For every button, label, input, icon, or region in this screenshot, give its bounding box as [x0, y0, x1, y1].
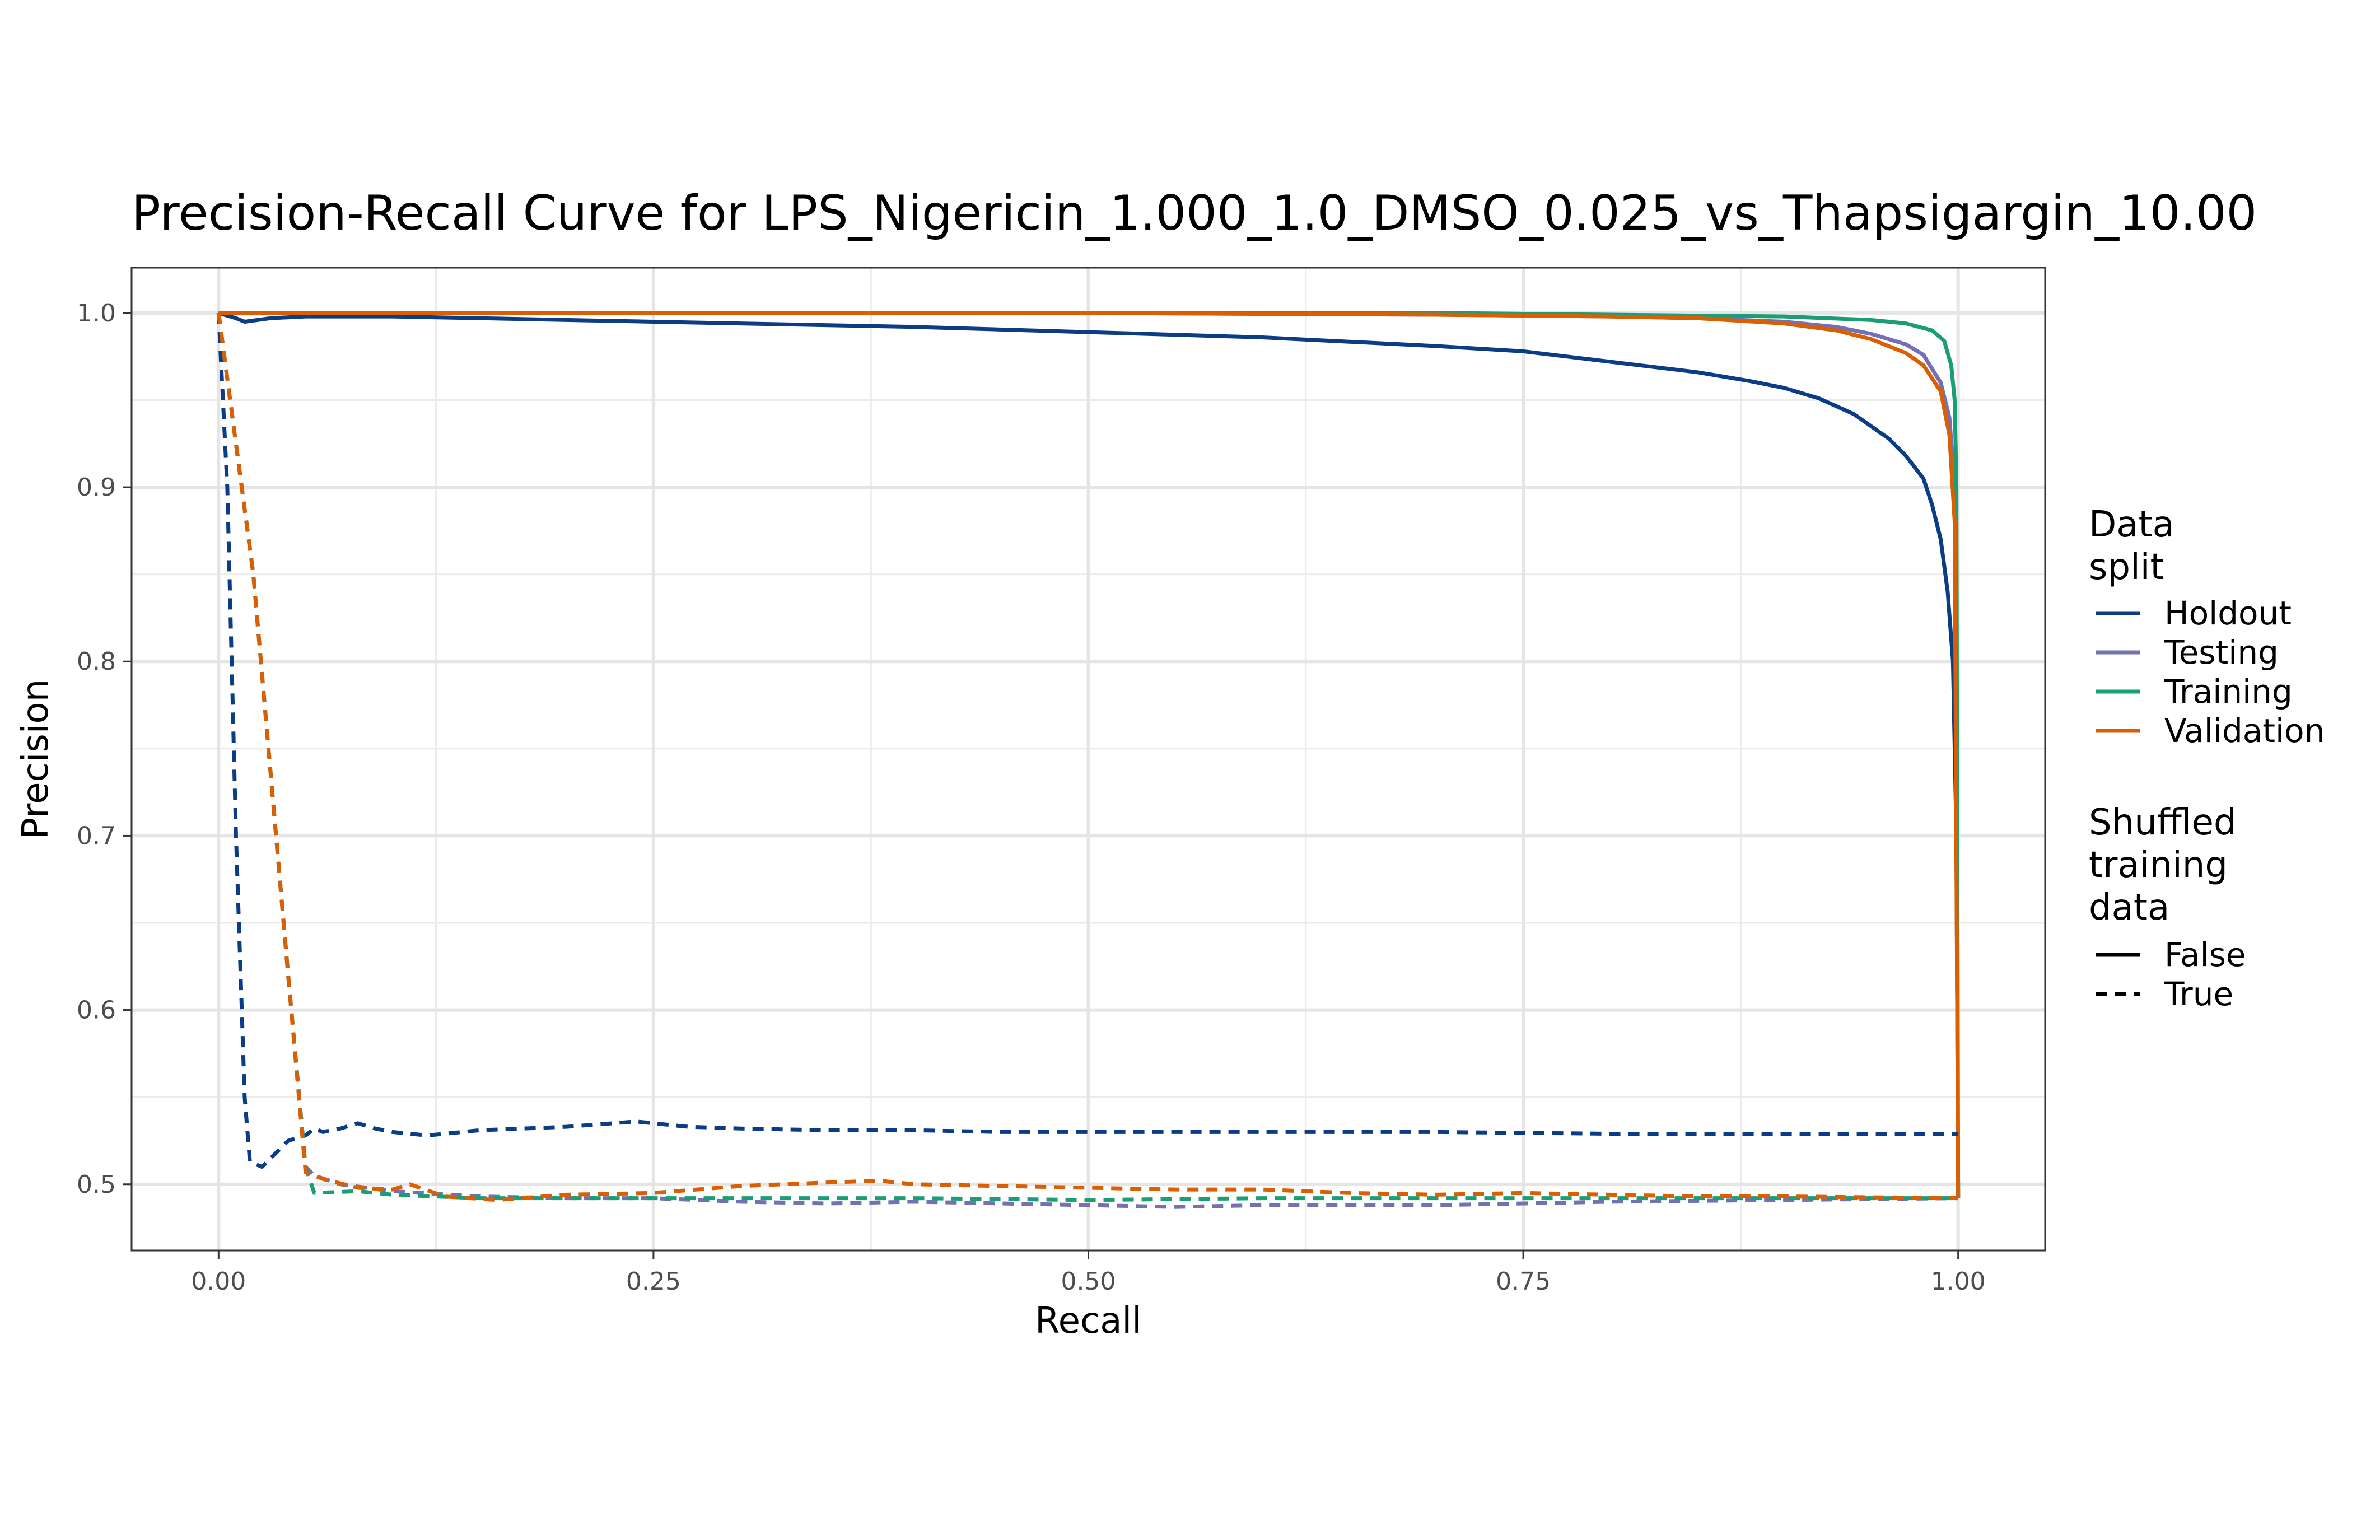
legend-label-holdout: Holdout — [2164, 594, 2292, 632]
x-tick-label: 0.75 — [1496, 1267, 1551, 1296]
y-tick-label: 1.0 — [77, 299, 116, 328]
series-line-holdout-shuffled — [216, 312, 1958, 1169]
y-axis-label: Precision — [15, 679, 57, 839]
legend-linetype-title: Shuffled — [2089, 802, 2237, 843]
y-tick-label: 0.6 — [77, 996, 116, 1025]
y-tick-label: 0.8 — [77, 647, 116, 676]
x-axis-label: Recall — [1035, 1300, 1142, 1342]
y-tick-label: 0.5 — [77, 1170, 116, 1199]
x-tick-label: 0.25 — [626, 1267, 681, 1296]
plot-panel: 0.00 0.25 0.50 0.75 1.00 0.5 0.6 0.7 0.8 0.9 1.0 — [77, 267, 2046, 1296]
x-tick-label: 1.00 — [1931, 1267, 1986, 1296]
legend-linetype-title: training — [2089, 844, 2228, 886]
series-line-validation-shuffled — [216, 312, 1958, 1202]
legend-label-false: False — [2164, 936, 2246, 974]
y-tick-label: 0.9 — [77, 473, 116, 502]
legend-label-validation: Validation — [2164, 712, 2325, 750]
series-line-training-shuffled — [216, 312, 1958, 1202]
legend: DatasplitHoldoutTestingTrainingValidatio… — [2089, 504, 2325, 1013]
legend-linetype-title: data — [2089, 887, 2169, 928]
legend-color-title: Data — [2089, 504, 2174, 545]
legend-label-training: Training — [2164, 673, 2293, 711]
legend-label-true: True — [2164, 975, 2233, 1013]
legend-color-title: split — [2089, 547, 2164, 588]
x-tick-label: 0.00 — [191, 1267, 246, 1296]
x-tick-label: 0.50 — [1061, 1267, 1116, 1296]
chart-title: Precision-Recall Curve for LPS_Nigericin… — [132, 185, 2257, 241]
series-line-validation-unshuffled — [218, 311, 1961, 1198]
y-tick-label: 0.7 — [77, 822, 116, 850]
legend-label-testing: Testing — [2164, 633, 2279, 671]
series-line-holdout-unshuffled — [218, 311, 1961, 1198]
